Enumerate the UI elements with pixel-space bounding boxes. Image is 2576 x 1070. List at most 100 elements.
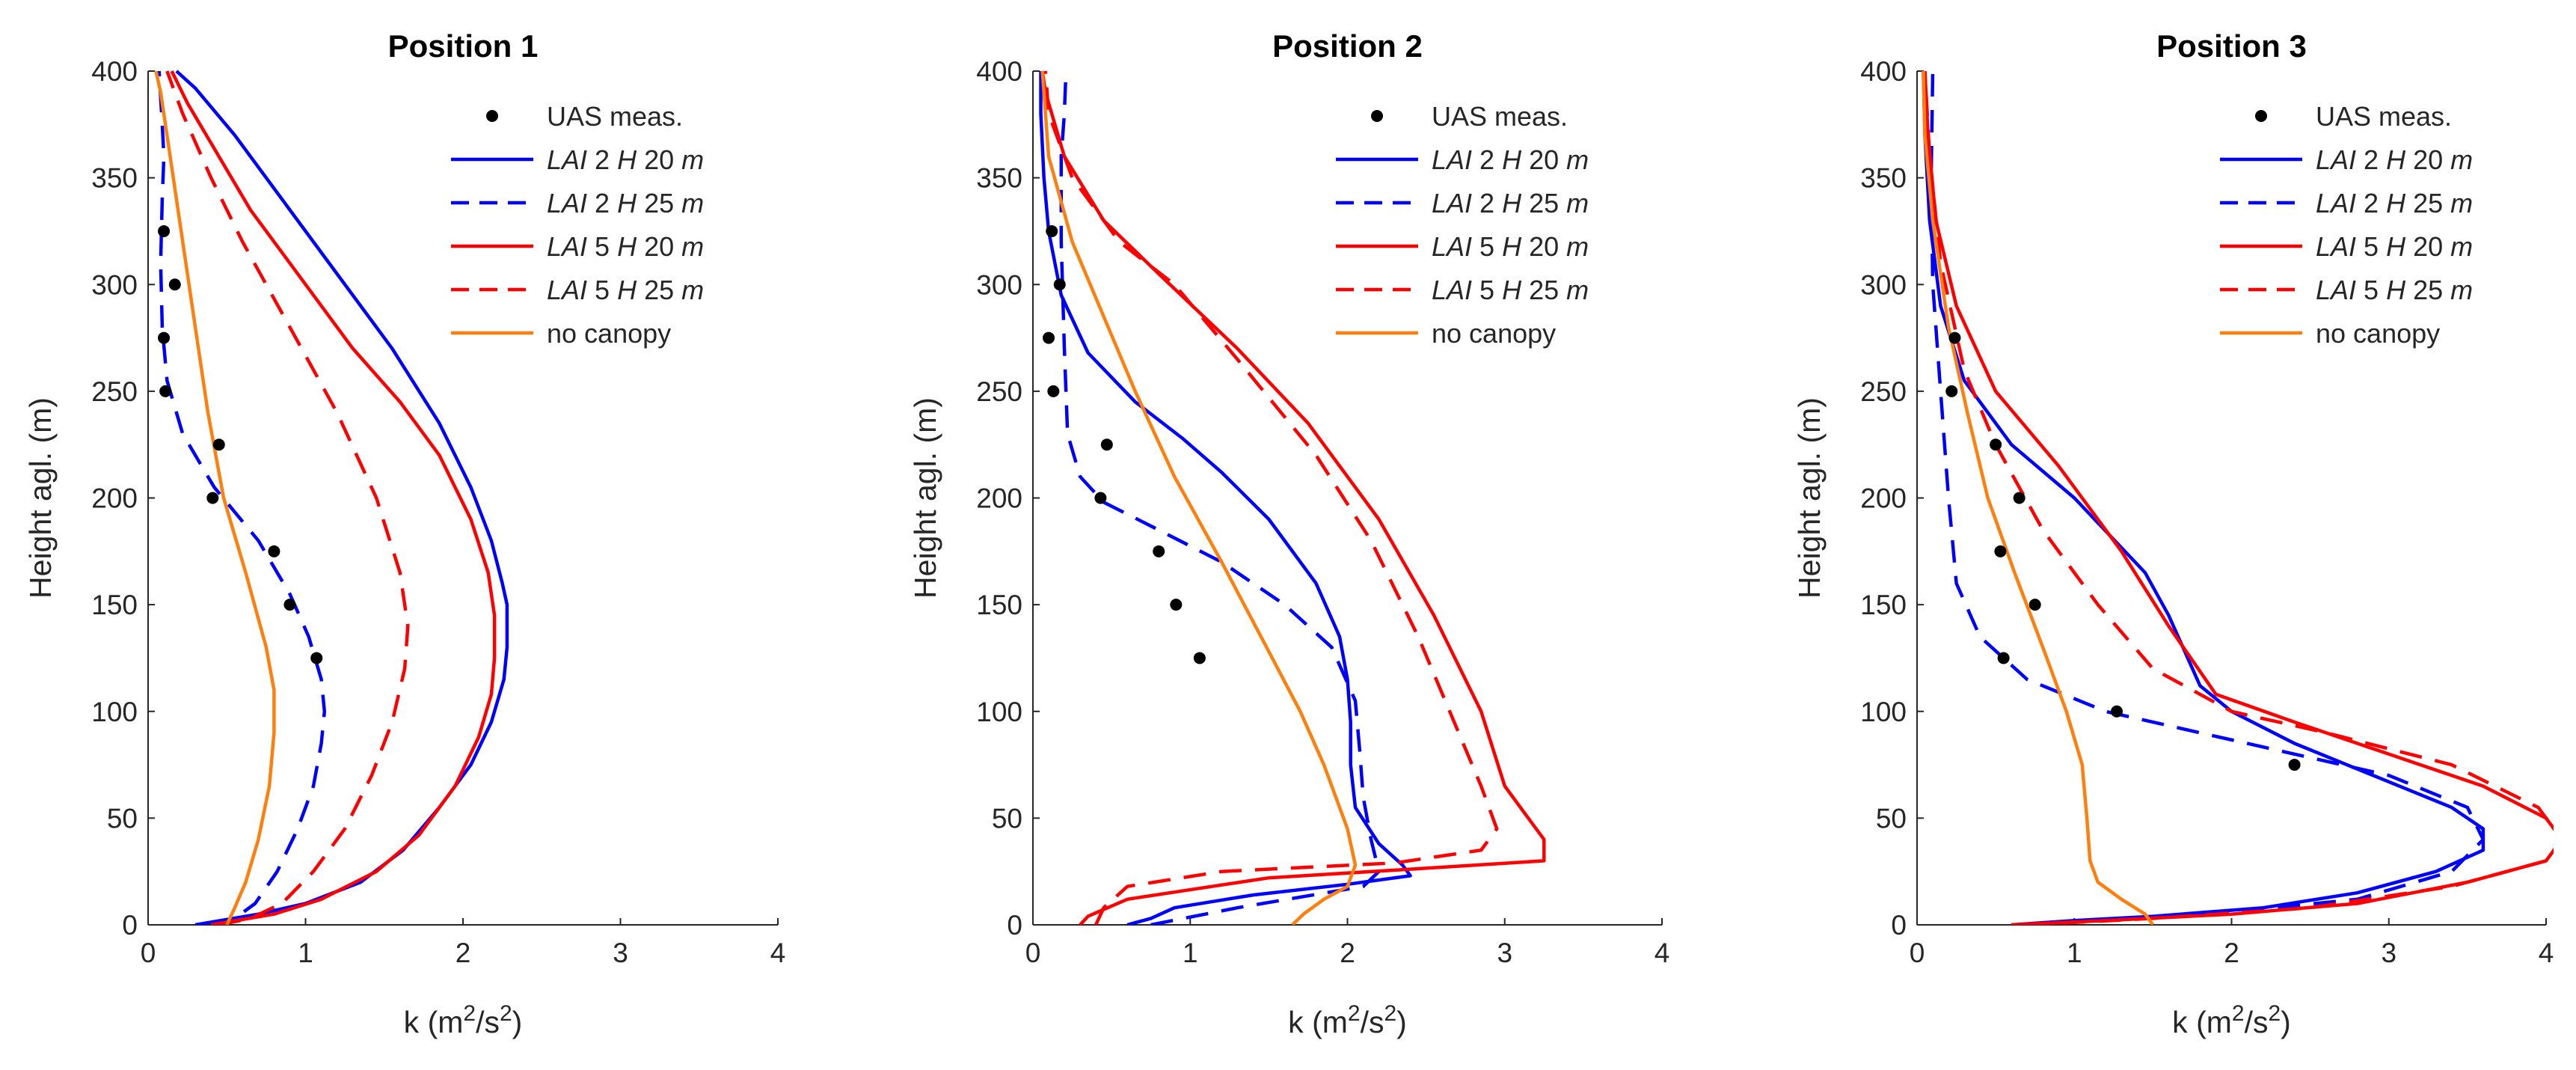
y-tick-label: 0 xyxy=(122,910,138,941)
uas-meas-point xyxy=(283,599,296,611)
x-tick-label: 3 xyxy=(613,938,628,968)
uas-meas-point xyxy=(1997,652,2010,664)
x-tick-label: 0 xyxy=(1910,938,1925,968)
y-tick-label: 200 xyxy=(976,483,1022,514)
legend-label: UAS meas. xyxy=(1432,101,1568,132)
chart-title: Position 3 xyxy=(2156,28,2307,64)
legend-label: no canopy xyxy=(2316,318,2440,349)
chart-title: Position 2 xyxy=(1272,28,1423,64)
legend-label: LAI 2 H 20 m xyxy=(2316,144,2473,175)
y-tick-label: 150 xyxy=(976,590,1022,620)
y-tick-label: 350 xyxy=(976,163,1022,194)
uas-meas-point xyxy=(268,545,280,557)
series-line-4 xyxy=(1043,70,1499,925)
y-tick-label: 150 xyxy=(91,590,138,620)
y-tick-label: 50 xyxy=(1876,803,1907,834)
legend-label: UAS meas. xyxy=(2316,101,2452,132)
series-line-3 xyxy=(170,70,497,925)
uas-meas-point xyxy=(2111,705,2123,718)
y-tick-label: 200 xyxy=(91,483,138,514)
uas-meas-point xyxy=(310,652,323,664)
series-line-2 xyxy=(157,70,327,925)
legend-marker-uas xyxy=(1371,110,1383,122)
legend-marker-uas xyxy=(2255,110,2267,122)
legend-marker-uas xyxy=(486,110,498,122)
y-tick-label: 250 xyxy=(976,376,1022,407)
y-tick-label: 50 xyxy=(992,803,1022,834)
uas-meas-point xyxy=(168,278,181,291)
x-tick-label: 1 xyxy=(1183,938,1198,968)
legend-label: no canopy xyxy=(547,318,671,349)
x-tick-label: 4 xyxy=(2539,938,2554,968)
y-tick-label: 150 xyxy=(1860,590,1907,620)
x-axis-label: k (m2/s2) xyxy=(2172,1001,2291,1040)
uas-meas-point xyxy=(1994,545,2007,557)
x-tick-label: 3 xyxy=(2381,938,2396,968)
x-axis-label: k (m2/s2) xyxy=(404,1001,523,1040)
x-tick-label: 3 xyxy=(1497,938,1512,968)
series-line-1 xyxy=(175,70,509,925)
uas-meas-point xyxy=(1193,652,1206,664)
x-tick-label: 0 xyxy=(1025,938,1041,968)
y-axis-label: Height agl. (m) xyxy=(1792,397,1827,599)
y-axis-label: Height agl. (m) xyxy=(23,397,58,599)
legend-label: LAI 2 H 20 m xyxy=(547,144,704,175)
uas-meas-point xyxy=(2013,492,2025,504)
y-tick-label: 300 xyxy=(976,269,1022,300)
y-tick-label: 300 xyxy=(91,269,138,300)
legend-label: UAS meas. xyxy=(547,101,683,132)
legend-label: LAI 5 H 25 m xyxy=(547,275,704,305)
x-tick-label: 1 xyxy=(298,938,313,968)
y-tick-label: 0 xyxy=(1007,910,1022,941)
legend-label: LAI 2 H 25 m xyxy=(2316,188,2473,218)
uas-meas-point xyxy=(2288,759,2301,771)
uas-meas-point xyxy=(1043,331,1055,344)
legend-label: LAI 5 H 20 m xyxy=(1432,231,1589,262)
uas-meas-point xyxy=(1046,224,1058,237)
uas-meas-point xyxy=(1170,599,1183,611)
y-tick-label: 100 xyxy=(976,697,1022,727)
legend-label: LAI 5 H 20 m xyxy=(2316,231,2473,262)
y-tick-label: 100 xyxy=(1860,697,1907,727)
series-line-2 xyxy=(1059,70,1381,925)
uas-meas-point xyxy=(1094,492,1107,504)
y-tick-label: 300 xyxy=(1860,269,1907,300)
series-line-4 xyxy=(165,70,410,925)
legend-label: LAI 5 H 25 m xyxy=(1432,275,1589,305)
chart-panel-1: 0 1 2 3 4 0 50 100 150 200 250 300 350 400 Position 1 k… xyxy=(23,28,785,1039)
legend-label: no canopy xyxy=(1432,318,1556,349)
legend: UAS meas. LAI 2 H 20 m LAI 2 H 25 m LAI 5 H… xyxy=(2220,101,2473,349)
y-tick-label: 250 xyxy=(1860,376,1907,407)
uas-meas-point xyxy=(2028,599,2041,611)
chart-panel-2: 0 1 2 3 4 0 50 100 150 200 250 300 350 400 Position 2 k… xyxy=(908,28,1669,1039)
data-area xyxy=(1922,70,2554,925)
uas-meas-point xyxy=(158,331,171,344)
y-tick-label: 250 xyxy=(91,376,138,407)
y-tick-label: 50 xyxy=(107,803,138,834)
legend: UAS meas. LAI 2 H 20 m LAI 2 H 25 m LAI 5 H… xyxy=(451,101,704,349)
y-tick-label: 200 xyxy=(1860,483,1907,514)
data-area xyxy=(1039,70,1546,925)
uas-meas-point xyxy=(1990,438,2002,451)
x-tick-label: 2 xyxy=(456,938,471,968)
y-axis-label: Height agl. (m) xyxy=(908,397,942,599)
series-line-5 xyxy=(1922,70,2155,925)
y-tick-label: 350 xyxy=(91,163,138,194)
uas-meas-point xyxy=(1945,385,1958,397)
series-line-5 xyxy=(1040,70,1358,925)
series-line-5 xyxy=(154,70,276,925)
uas-meas-point xyxy=(1047,385,1060,397)
uas-meas-point xyxy=(212,438,225,451)
x-tick-label: 2 xyxy=(1340,938,1355,968)
legend-label: LAI 5 H 25 m xyxy=(2316,275,2473,305)
y-tick-label: 400 xyxy=(91,56,138,87)
legend-label: LAI 2 H 25 m xyxy=(547,188,704,218)
y-tick-label: 400 xyxy=(976,56,1022,87)
x-tick-label: 0 xyxy=(141,938,156,968)
x-axis-label: k (m2/s2) xyxy=(1288,1001,1407,1040)
y-tick-label: 350 xyxy=(1860,163,1907,194)
x-tick-label: 4 xyxy=(770,938,786,968)
uas-meas-point xyxy=(159,385,172,397)
legend-label: LAI 2 H 20 m xyxy=(1432,144,1589,175)
uas-meas-point xyxy=(1948,331,1961,344)
